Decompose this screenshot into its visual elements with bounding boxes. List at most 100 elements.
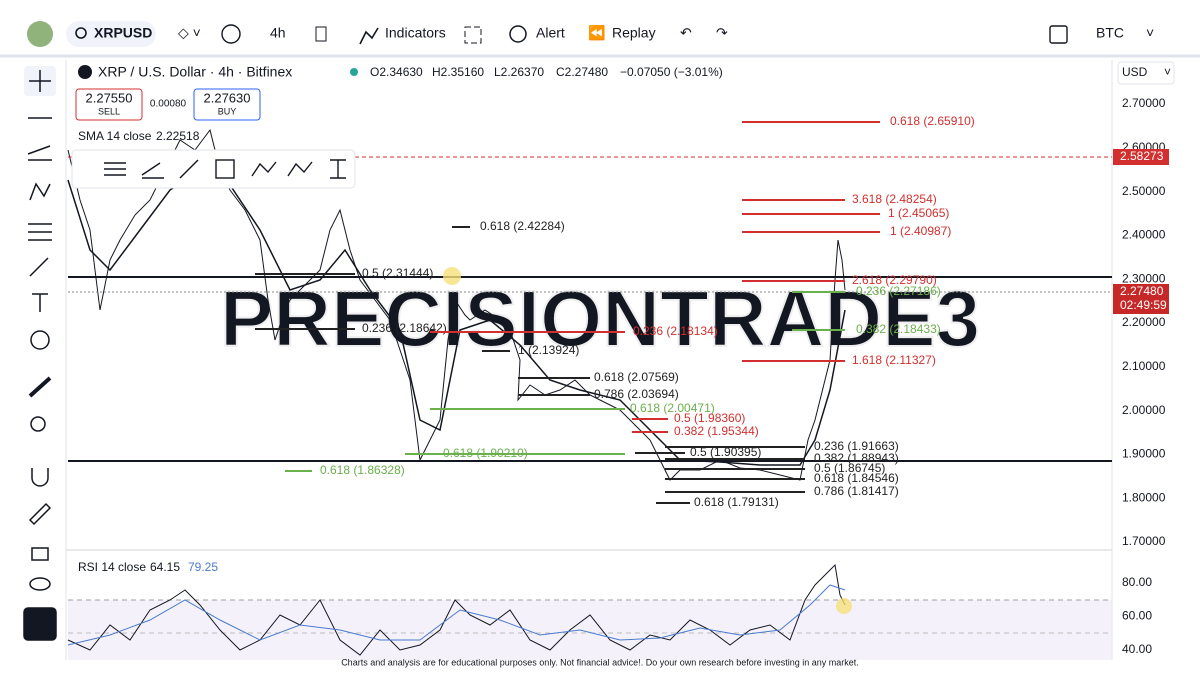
buy-price[interactable]: 2.27630 — [204, 90, 251, 105]
fib-label: 0.382 (2.18433) — [856, 322, 941, 336]
hide-tool[interactable] — [29, 577, 51, 591]
sell-price[interactable]: 2.27550 — [86, 90, 133, 105]
pattern-tool[interactable] — [29, 182, 51, 201]
fib-label: 1 (2.45065) — [888, 206, 949, 220]
fib-label: 0.618 (2.65910) — [890, 114, 975, 128]
rsi-axis: 80.00 60.00 40.00 — [1122, 575, 1152, 656]
rsi-tick-label: 60.00 — [1122, 609, 1152, 623]
rsi-ma: 79.25 — [188, 560, 218, 574]
fib-label: 0.786 (2.03694) — [594, 387, 679, 401]
trend-tool[interactable] — [27, 145, 52, 161]
price-tick-label: 1.90000 — [1122, 447, 1166, 461]
alert[interactable]: Alert — [536, 25, 565, 41]
currency[interactable]: BTC — [1096, 25, 1124, 41]
tool-channel[interactable] — [141, 162, 164, 179]
zoom-tool[interactable] — [30, 416, 46, 432]
cursor-tool[interactable] — [29, 70, 51, 92]
indicators-icon — [359, 27, 379, 45]
price-tick-label: 2.10000 — [1122, 359, 1166, 373]
last-price: 2.27480 — [1120, 284, 1164, 298]
undo[interactable]: ↶ — [680, 25, 692, 41]
indicators[interactable]: Indicators — [385, 25, 446, 41]
price-tick-label: 2.40000 — [1122, 228, 1166, 242]
price-tick-label: 2.00000 — [1122, 403, 1166, 417]
remove-tool[interactable] — [23, 607, 57, 641]
price-tick-label: 1.80000 — [1122, 490, 1166, 504]
text-tool[interactable] — [32, 293, 48, 312]
tool-fib[interactable] — [104, 162, 126, 176]
alert-price-box — [1113, 149, 1169, 165]
avatar[interactable] — [27, 21, 53, 47]
status-dot — [350, 68, 358, 76]
fib-label: 0.618 (2.00471) — [630, 401, 715, 415]
unit[interactable]: USD — [1122, 65, 1148, 79]
fib-label: 0.786 (1.81417) — [814, 484, 899, 498]
fib-label: 0.618 (1.90210) — [443, 446, 528, 460]
ohlc-open: O2.34630 — [370, 65, 423, 79]
unit-select[interactable] — [1117, 61, 1175, 85]
magnet-tool[interactable] — [31, 468, 49, 487]
fib-label: 1 (2.40987) — [890, 224, 951, 238]
ohlc-high: H2.35160 — [432, 65, 484, 79]
price-tick-label: 2.50000 — [1122, 184, 1166, 198]
fib-label: 0.618 (2.42284) — [480, 219, 565, 233]
fib-label: 0.5 (2.31444) — [362, 266, 433, 280]
rsi-line — [67, 563, 846, 656]
replay-icon: ⏪ — [588, 25, 605, 42]
tool-abc[interactable] — [287, 161, 313, 177]
unit-arrow[interactable]: ˅ — [1164, 65, 1171, 79]
watermark: PRECISIONTRADE3 — [220, 274, 980, 363]
replay[interactable]: Replay — [612, 25, 656, 41]
buy-button[interactable] — [193, 88, 261, 121]
fib-label: 0.5 (1.98360) — [674, 411, 745, 425]
fib-levels: 0.618 (2.65910) 3.618 (2.48254)1 (2.45065… — [255, 114, 975, 509]
fib-tool[interactable] — [28, 223, 52, 241]
left-toolbar — [23, 66, 57, 641]
tool-line[interactable] — [179, 159, 199, 179]
rsi-pane: RSI 14 close 64.15 79.25 80.00 60.00 40.00 — [67, 560, 1152, 660]
symbol-search[interactable] — [66, 21, 156, 47]
buy-label[interactable]: BUY — [218, 106, 237, 116]
alert-icon — [509, 25, 527, 43]
rsi-tick-label: 40.00 — [1122, 642, 1152, 656]
highlight — [836, 598, 852, 614]
fib-label: 0.236 (2.18642) — [362, 321, 447, 335]
layout-icon[interactable] — [464, 26, 482, 44]
sell-button[interactable] — [75, 88, 143, 121]
fib-label: 1 (2.13924) — [518, 343, 579, 357]
symbol[interactable]: XRPUSD — [94, 25, 152, 41]
stay-draw-tool[interactable] — [28, 502, 52, 526]
interval[interactable]: 4h — [270, 25, 286, 41]
fib-label: 0.618 (2.07569) — [594, 370, 679, 384]
sell-label[interactable]: SELL — [98, 106, 120, 116]
fib-label: 2.618 (2.29790) — [852, 273, 937, 287]
fib-label: 1.618 (2.11327) — [852, 353, 936, 367]
fib-label: 0.382 (1.95344) — [674, 424, 759, 438]
brush-tool[interactable] — [29, 257, 49, 277]
emoji-tool[interactable] — [30, 330, 50, 350]
tool-rect[interactable] — [215, 159, 235, 179]
price-tick-label: 2.20000 — [1122, 315, 1166, 329]
add-icon[interactable] — [221, 24, 241, 44]
redo[interactable]: ↷ — [716, 25, 728, 41]
rsi-value: 64.15 — [150, 560, 180, 574]
currency-arrow[interactable]: ˅ — [1146, 25, 1154, 41]
sma-label: SMA 14 close — [78, 129, 152, 143]
fib-label: 0.382 (1.88943) — [814, 451, 899, 465]
tool-wave[interactable] — [251, 161, 277, 177]
candles — [67, 128, 846, 481]
fib-label: 0.236 (2.27186) — [856, 284, 941, 298]
measure-tool[interactable] — [28, 376, 52, 398]
candle-icon[interactable] — [315, 26, 327, 42]
ohlc-change: −0.07050 (−3.01%) — [620, 65, 723, 79]
tool-text[interactable] — [330, 159, 346, 179]
fib-label: 0.618 (1.79131) — [694, 495, 779, 509]
fullscreen[interactable] — [1049, 25, 1068, 44]
compare-icon[interactable]: ◇ ˅ — [178, 25, 201, 41]
drawing-toolbar — [71, 149, 356, 189]
lock-tool[interactable] — [31, 547, 49, 561]
alert-price: 2.58273 — [1120, 149, 1164, 163]
symbol-logo — [78, 65, 92, 79]
highlight — [443, 267, 461, 285]
